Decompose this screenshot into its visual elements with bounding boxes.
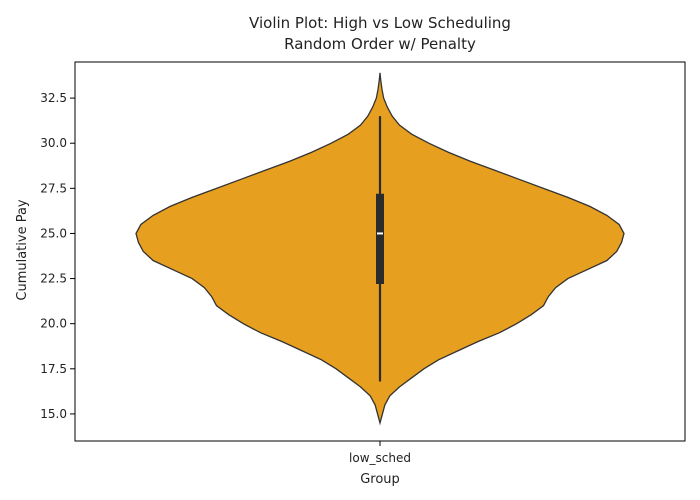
y-axis-label: Cumulative Pay (15, 199, 30, 301)
x-tick-label: low_sched (349, 451, 411, 465)
y-tick-label: 17.5 (40, 362, 67, 376)
violin-iqr-box (376, 193, 384, 284)
plot-area: low_sched 15.0 17.5 20.0 22.5 25.0 27.5 30.0 32.… (40, 61, 686, 465)
y-tick-label: 27.5 (40, 181, 67, 195)
y-tick-label: 32.5 (40, 91, 67, 105)
y-tick-label: 22.5 (40, 272, 67, 286)
chart-title: Violin Plot: High vs Low Scheduling (249, 14, 511, 32)
y-tick-label: 25.0 (40, 226, 67, 240)
chart-subtitle: Random Order w/ Penalty (284, 35, 476, 53)
x-axis-label: Group (360, 472, 400, 487)
plot-frame (74, 61, 686, 442)
y-tick-label: 20.0 (40, 317, 67, 331)
y-tick-label: 15.0 (40, 407, 67, 421)
y-tick-label: 30.0 (40, 136, 67, 150)
